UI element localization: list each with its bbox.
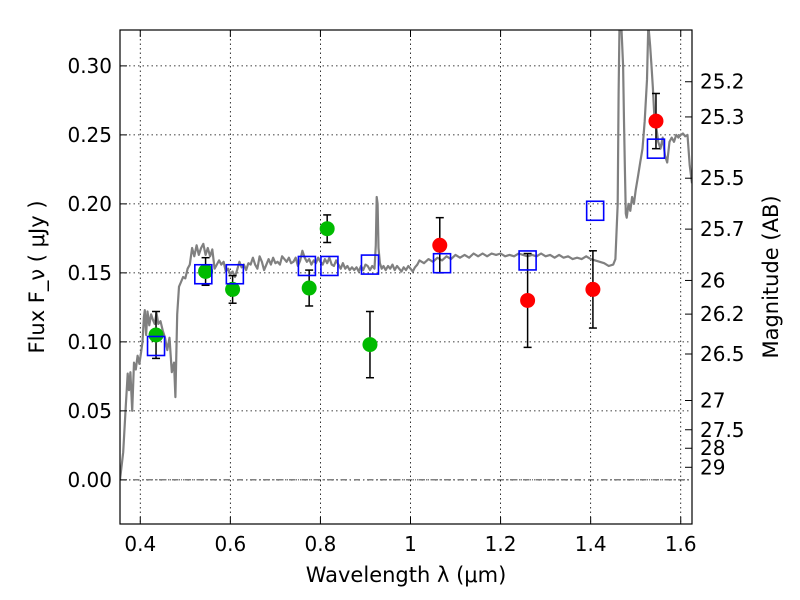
y-tick-label: 0.05 <box>67 399 112 423</box>
x-tick-label: 0.4 <box>124 532 156 556</box>
right-axis-label: Magnitude (AB) <box>759 195 783 358</box>
magnitude-tick-label: 28 <box>700 436 725 460</box>
magnitude-tick-label: 27.5 <box>700 418 745 442</box>
magnitude-tick-label: 27 <box>700 389 725 413</box>
green-photometry-point <box>362 337 378 353</box>
green-photometry-point <box>148 327 164 343</box>
error-bars <box>152 92 660 379</box>
x-tick-label: 1.2 <box>485 532 517 556</box>
green-photometry-point <box>301 280 317 296</box>
x-tick-label: 1.6 <box>665 532 697 556</box>
model-square-marker <box>194 263 213 285</box>
green-photometry-point <box>319 221 335 237</box>
model-spectrum-line <box>120 30 692 480</box>
red-photometry-point <box>648 113 664 129</box>
x-tick-label: 0.6 <box>214 532 246 556</box>
magnitude-tick-label: 26.2 <box>700 302 745 326</box>
model-square-marker <box>360 254 380 275</box>
model-square-marker <box>297 255 317 277</box>
magnitude-tick-label: 29 <box>700 455 725 479</box>
axis-ticks: 0.4 0.6 0.8 1 1.2 1.4 1.6 0.00 0.05 0.10 0.15 0.20 0… <box>67 30 745 556</box>
red-photometry-point <box>520 292 536 308</box>
plot-frame <box>119 29 693 525</box>
model-spectrum <box>120 30 692 480</box>
y-axis-label: Flux F_ν ( μJy ) <box>25 200 50 353</box>
red-photometry-point <box>432 237 448 253</box>
model-square-marker <box>320 255 339 277</box>
magnitude-tick-label: 26.5 <box>700 342 745 366</box>
green-photometry-point <box>225 281 241 297</box>
x-tick-label: 0.8 <box>305 532 337 556</box>
magnitude-tick-label: 26 <box>700 268 725 292</box>
y-tick-label: 0.20 <box>67 192 112 216</box>
magnitude-tick-label: 25.7 <box>700 217 745 241</box>
model-square-marker <box>432 252 452 274</box>
model-square-marker <box>146 335 166 357</box>
x-axis-label: Wavelength λ (μm) <box>306 563 507 587</box>
model-square-marker <box>585 200 605 222</box>
x-tick-label: 1.4 <box>575 532 607 556</box>
magnitude-tick-label: 25.5 <box>700 166 745 190</box>
y-tick-label: 0.00 <box>67 468 112 492</box>
data-points <box>146 113 666 357</box>
magnitude-tick-label: 25.2 <box>700 70 745 94</box>
green-photometry-point <box>198 263 214 279</box>
y-tick-label: 0.30 <box>67 54 112 78</box>
y-tick-label: 0.10 <box>67 330 112 354</box>
y-tick-label: 0.15 <box>67 261 112 285</box>
x-tick-label: 1 <box>404 532 417 556</box>
model-square-marker <box>646 138 666 159</box>
model-square-marker <box>518 250 537 271</box>
magnitude-tick-label: 25.3 <box>700 105 745 129</box>
model-square-marker <box>225 263 245 285</box>
red-photometry-point <box>585 281 601 297</box>
y-tick-label: 0.25 <box>67 123 112 147</box>
